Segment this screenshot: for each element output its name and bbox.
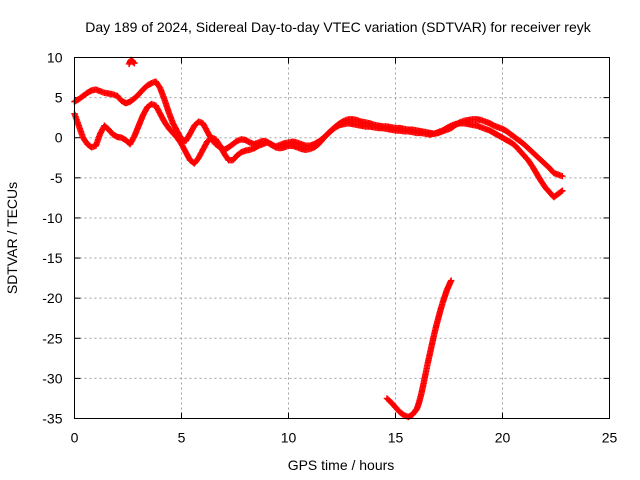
grid: [74, 57, 610, 419]
chart-title: Day 189 of 2024, Sidereal Day-to-day VTE…: [85, 19, 591, 35]
x-axis-label: GPS time / hours: [288, 457, 395, 473]
x-tick-label: 5: [178, 430, 186, 446]
y-tick-label: -30: [42, 370, 62, 386]
y-tick-label: -5: [50, 170, 63, 186]
series-0: [71, 78, 566, 180]
plot-frame: [74, 57, 610, 419]
data-point: [559, 187, 566, 194]
y-tick-label: 10: [47, 50, 63, 66]
series-1: [71, 100, 566, 201]
y-tick-labels: 10 5 0 -5 -10 -15 -20 -25 -30 -35: [42, 50, 62, 427]
y-tick-label: -35: [42, 411, 62, 427]
series-3: [383, 277, 455, 421]
x-tick-label: 25: [602, 430, 618, 446]
data-points: [71, 56, 566, 421]
y-axis-label: SDTVAR / TECUs: [4, 182, 20, 294]
series-2: [125, 56, 138, 68]
data-point: [130, 59, 137, 66]
y-tick-label: 5: [55, 90, 63, 106]
y-tick-label: -20: [42, 290, 62, 306]
data-point: [447, 277, 455, 284]
y-tick-label: -25: [42, 330, 62, 346]
x-tick-labels: 0 5 10 15 20 25: [71, 430, 618, 446]
axis-ticks: [74, 57, 610, 419]
data-point: [558, 188, 565, 195]
x-tick-label: 10: [281, 430, 297, 446]
y-tick-label: -15: [42, 250, 62, 266]
data-point: [131, 59, 138, 67]
y-tick-label: -10: [42, 210, 62, 226]
data-point: [559, 173, 566, 180]
x-tick-label: 0: [71, 430, 79, 446]
x-tick-label: 15: [388, 430, 404, 446]
x-tick-label: 20: [495, 430, 511, 446]
y-tick-label: 0: [55, 130, 63, 146]
